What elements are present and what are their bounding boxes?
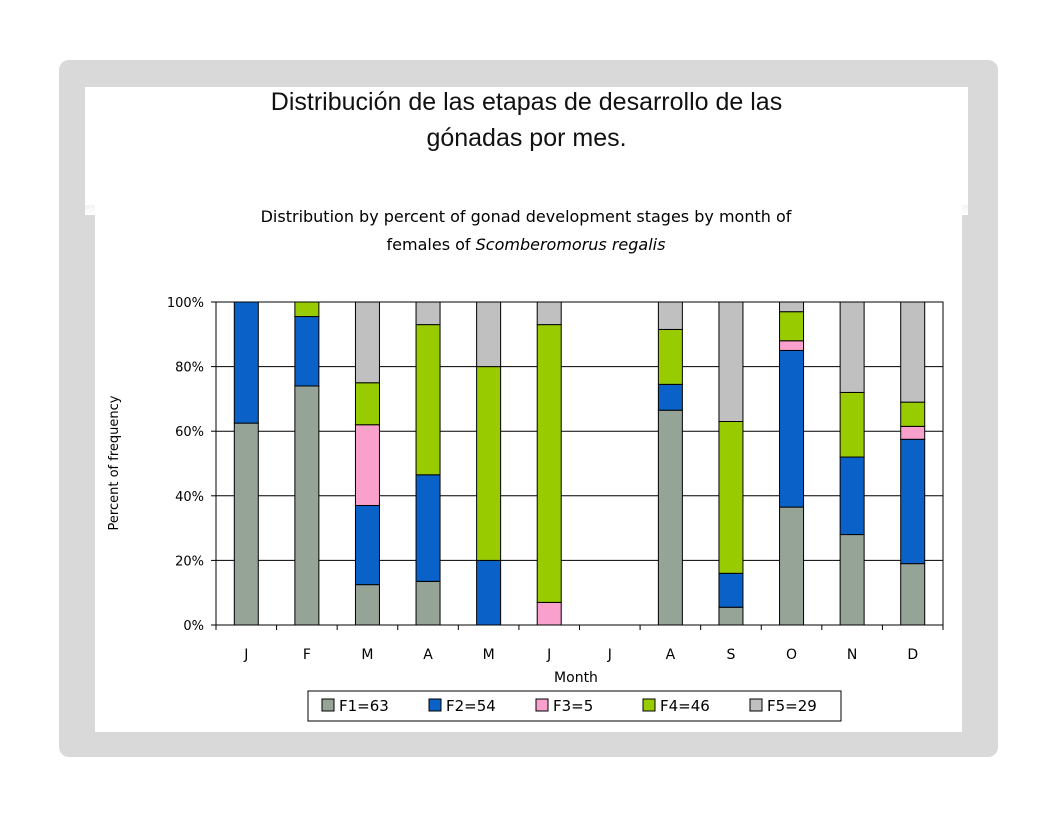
bar-segment [779, 506, 805, 626]
chart-title-line1: Distribution by percent of gonad develop… [261, 207, 792, 226]
bar-segment [536, 324, 562, 603]
bar-segment [657, 409, 683, 626]
legend-label: F1=63 [339, 697, 389, 715]
x-tick-label: O [786, 647, 797, 663]
x-tick-label: A [423, 647, 433, 663]
bar-segment [233, 301, 259, 424]
y-axis-label: Percent of frequency [107, 395, 122, 530]
bar-segment [718, 572, 744, 608]
legend-label: F4=46 [660, 697, 710, 715]
legend-label: F3=5 [553, 697, 593, 715]
bar-segment [476, 366, 502, 561]
bar-segment [839, 301, 865, 393]
x-tick-label: J [607, 647, 612, 663]
bar-segment [718, 606, 744, 626]
bar-segment [354, 424, 380, 506]
y-axis-ticks: 0% 20% 40% 60% 80% 100% [167, 296, 216, 634]
bar-segment [536, 601, 562, 626]
chart-title-species: Scomberomorus regalis [476, 235, 666, 254]
x-axis-label: Month [554, 670, 598, 686]
bar-series [233, 301, 926, 626]
bar-segment [415, 324, 441, 476]
legend-swatch [321, 698, 335, 712]
gridlines [216, 301, 943, 626]
y-tick-label: 40% [175, 490, 204, 505]
bar-segment [476, 559, 502, 626]
bar-segment [354, 301, 380, 384]
y-tick-label: 60% [175, 425, 204, 440]
bar-segment [294, 301, 320, 318]
chart-title-line2: females of Scomberomorus regalis [387, 235, 666, 254]
bar-segment [354, 382, 380, 426]
bar-segment [839, 534, 865, 626]
bar-segment [839, 391, 865, 458]
x-tick-label: M [361, 647, 373, 663]
bar-segment [415, 474, 441, 582]
bar-segment [900, 301, 926, 403]
bar-segment [900, 438, 926, 565]
slide-title: Distribución de las etapas de desarrollo… [85, 84, 968, 156]
legend-swatch [749, 698, 763, 712]
slide-title-line2: gónadas por mes. [426, 124, 627, 152]
bar-segment [718, 301, 744, 423]
legend-label: F2=54 [446, 697, 496, 715]
bar-segment [294, 385, 320, 626]
bar-segment [900, 425, 926, 440]
y-tick-label: 0% [183, 619, 204, 634]
bar-segment [415, 301, 441, 326]
bar-segment [839, 456, 865, 536]
x-tick-label: N [847, 647, 857, 663]
bar-segment [779, 311, 805, 342]
bar-segment [354, 504, 380, 586]
x-tick-label: D [907, 647, 918, 663]
bar-segment [718, 421, 744, 574]
bar-segment [900, 401, 926, 427]
x-tick-label: M [483, 647, 495, 663]
bar-segment [779, 340, 805, 351]
bar-segment [233, 422, 259, 626]
bar-segment [657, 301, 683, 330]
bar-segment [657, 328, 683, 385]
legend-swatch [535, 698, 549, 712]
chart-title-line2-prefix: females of [387, 235, 476, 254]
bar-segment [476, 301, 502, 368]
x-tick-label: F [303, 647, 311, 663]
y-tick-label: 20% [175, 554, 204, 569]
y-tick-label: 100% [167, 296, 204, 311]
x-tick-label: S [727, 647, 736, 663]
y-tick-label: 80% [175, 361, 204, 376]
slide-title-line1: Distribución de las etapas de desarrollo… [270, 88, 783, 116]
bar-segment [294, 316, 320, 387]
legend-swatch [428, 698, 442, 712]
bar-segment [779, 301, 805, 313]
plot-area-border [215, 301, 944, 626]
legend: F1=63 F2=54 F3=5 F4=46 F5=29 [321, 697, 817, 715]
bar-segment [536, 301, 562, 326]
bar-segment [779, 349, 805, 508]
bar-segment [900, 563, 926, 626]
bar-segment [354, 584, 380, 626]
legend-label: F5=29 [767, 697, 817, 715]
legend-swatch [642, 698, 656, 712]
bar-segment [657, 383, 683, 411]
x-tick-label: A [666, 647, 676, 663]
bar-segment [415, 580, 441, 626]
x-tick-label: J [243, 647, 248, 663]
x-tick-label: J [546, 647, 551, 663]
